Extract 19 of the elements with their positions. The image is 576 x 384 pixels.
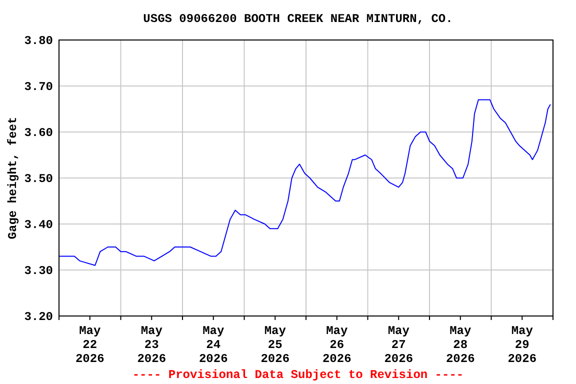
- chart-title: USGS 09066200 BOOTH CREEK NEAR MINTURN, CO.: [143, 12, 453, 26]
- y-axis-title: Gage height, feet: [6, 116, 20, 240]
- y-tick-label: 3.20: [24, 310, 53, 324]
- y-tick-label: 3.30: [24, 264, 53, 278]
- x-tick-label: May 27 2026: [384, 324, 414, 366]
- y-tick-label: 3.80: [24, 34, 53, 48]
- x-tick-label: May 28 2026: [446, 324, 475, 366]
- y-tick-label: 3.60: [24, 126, 53, 140]
- line-series: [58, 99, 551, 266]
- x-tick-label: May 22 2026: [75, 324, 104, 366]
- x-tick-label: May 24 2026: [198, 324, 228, 366]
- x-tick-label: May 23 2026: [137, 324, 166, 366]
- y-tick-label: 3.70: [24, 80, 53, 94]
- x-tick-label: May 25 2026: [260, 324, 290, 366]
- y-tick-label: 3.50: [24, 172, 53, 186]
- text: ---- Provisional Data Subject to Revision ----: [132, 368, 464, 382]
- x-tick-label: May 26 2026: [322, 324, 352, 366]
- y-tick-label: 3.40: [24, 218, 53, 232]
- x-tick-label: May 29 2026: [508, 324, 537, 366]
